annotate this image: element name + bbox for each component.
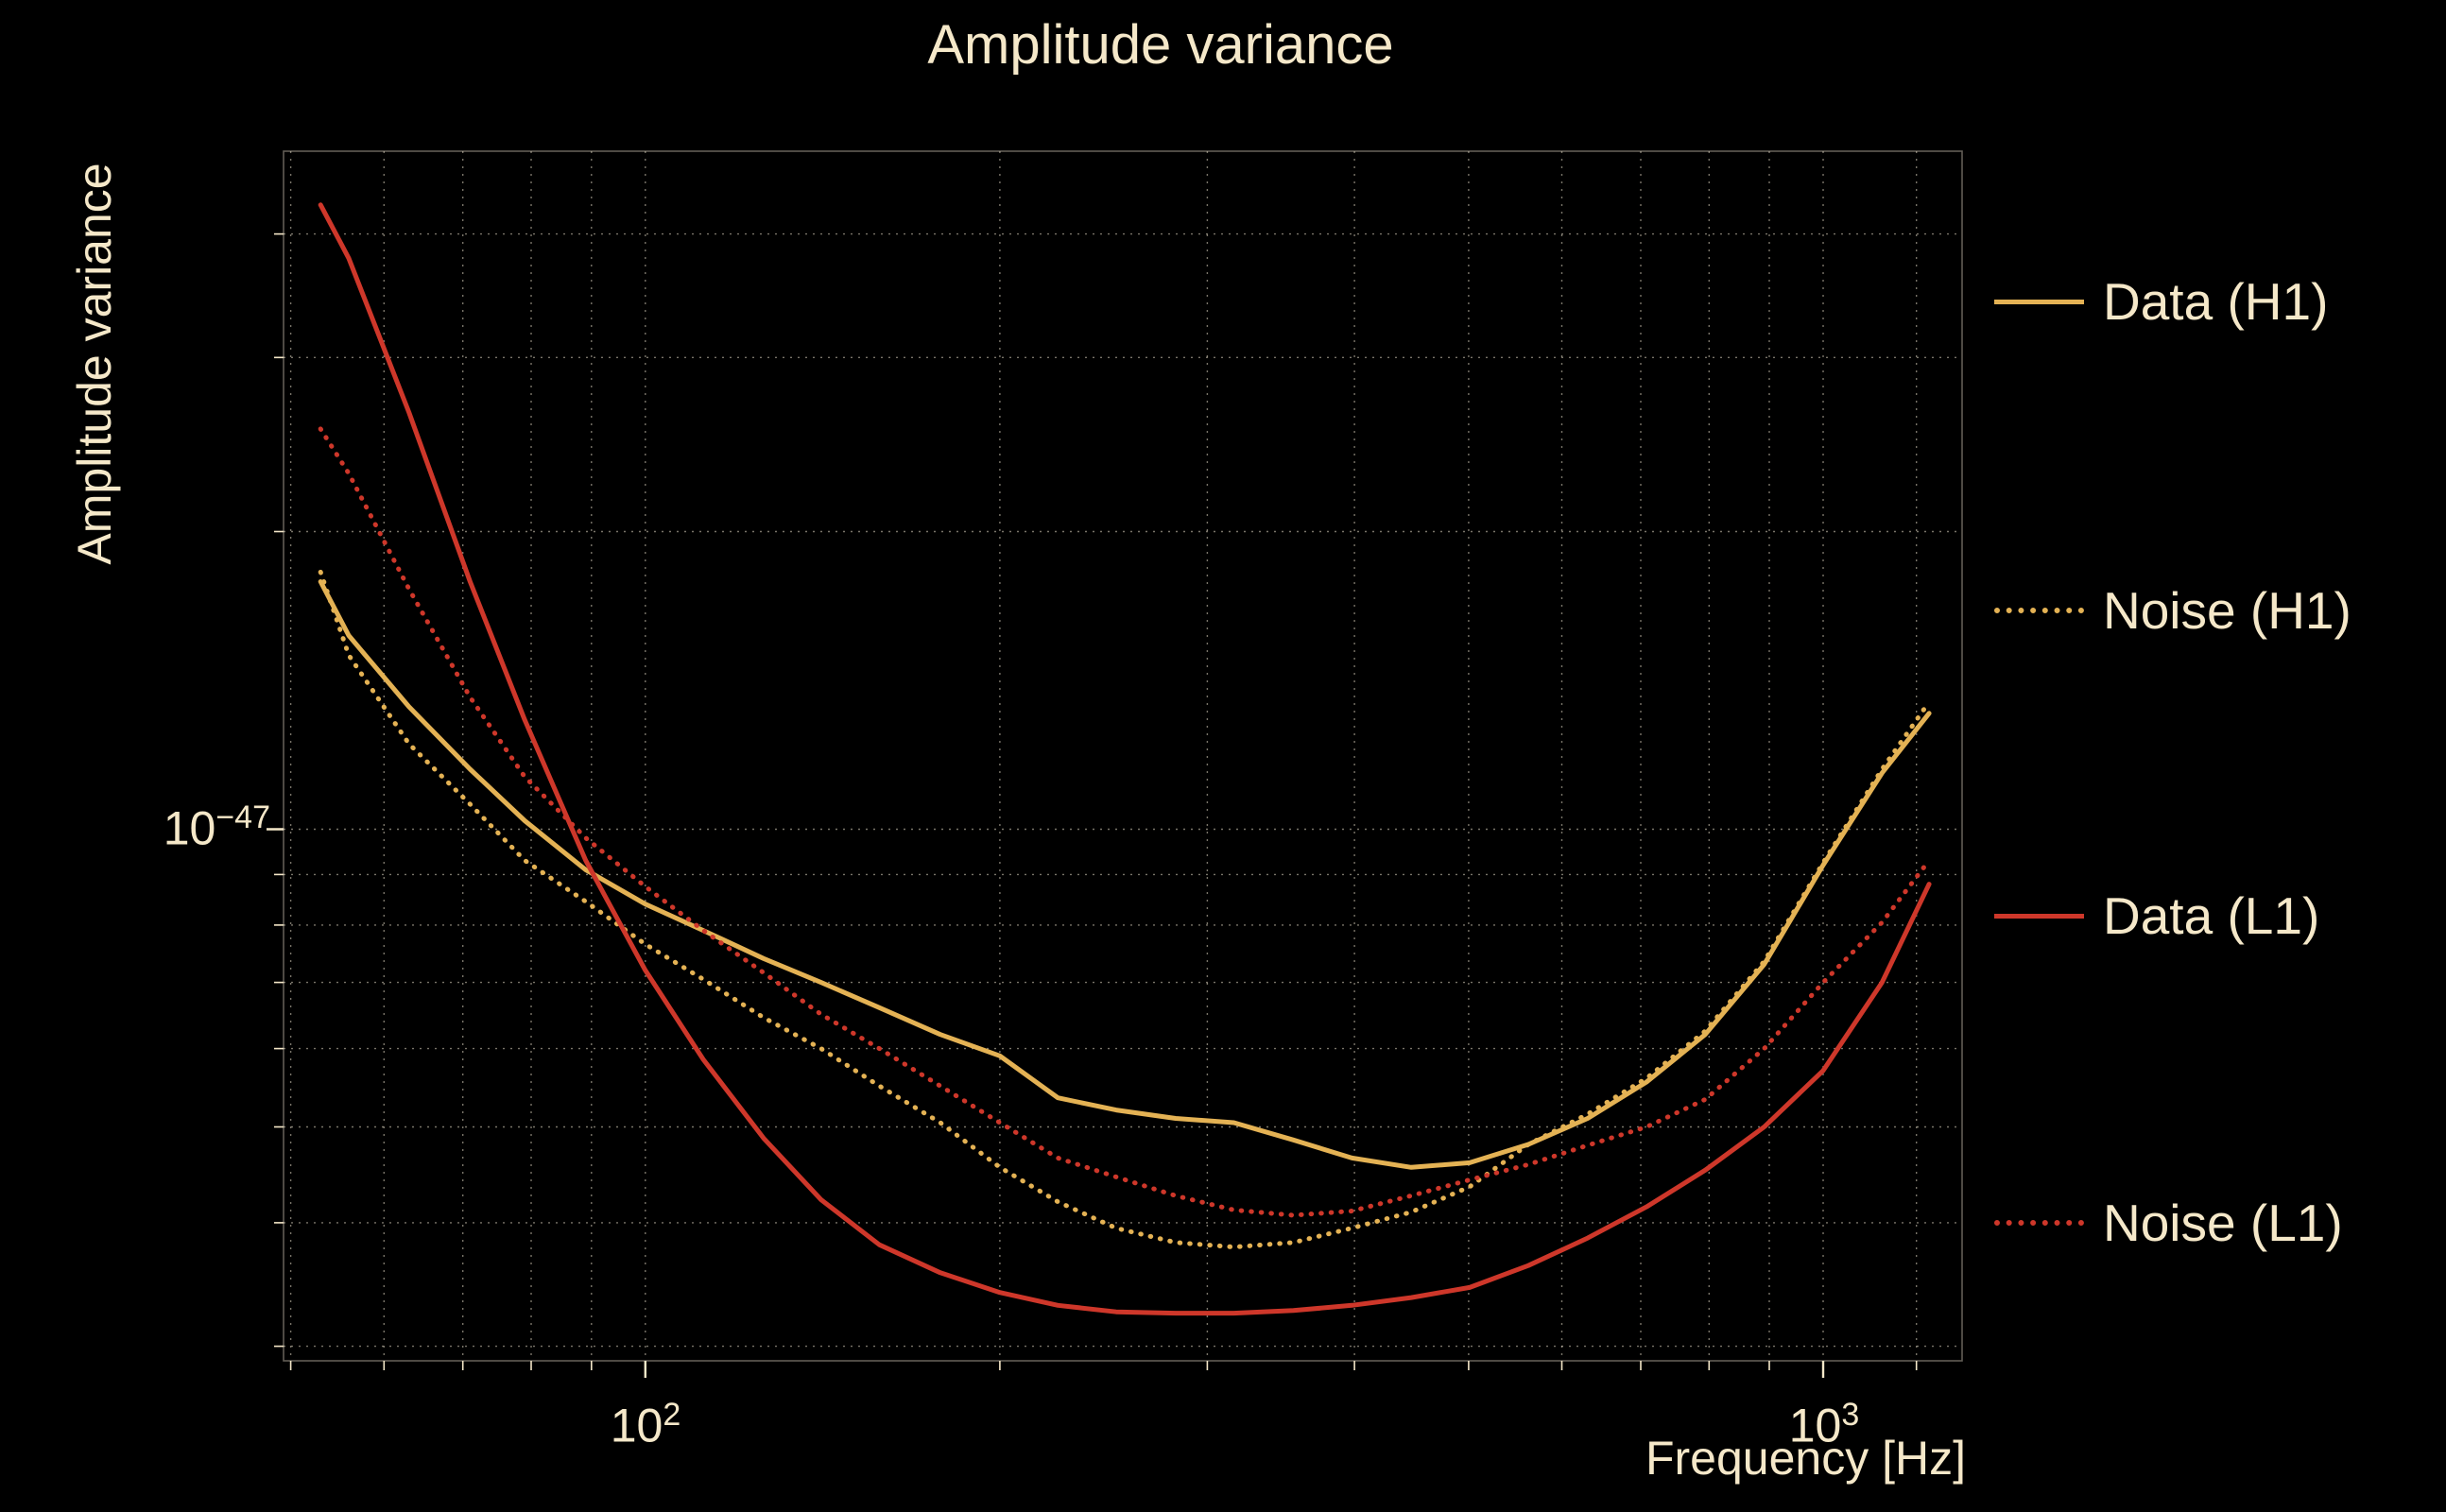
- plot-area: [267, 150, 1963, 1378]
- x-tick-label-1000: 103: [1788, 1397, 1860, 1452]
- legend-item-noise-l1: Noise (L1): [1994, 1194, 2343, 1252]
- legend-item-noise-h1: Noise (H1): [1994, 581, 2351, 640]
- legend-label-data-l1: Data (L1): [2103, 886, 2320, 945]
- legend-item-data-h1: Data (H1): [1994, 272, 2328, 331]
- legend-sample-noise-l1: [1994, 1220, 2084, 1226]
- legend-label-noise-l1: Noise (L1): [2103, 1194, 2343, 1252]
- legend-label-noise-h1: Noise (H1): [2103, 581, 2351, 640]
- legend-sample-data-l1: [1994, 913, 2084, 919]
- legend: Data (H1) Noise (H1) Data (L1) Noise (L1…: [1994, 0, 2438, 1512]
- series-line-0: [318, 579, 1932, 1170]
- legend-item-data-l1: Data (L1): [1994, 886, 2319, 945]
- chart-title: Amplitude variance: [927, 14, 1394, 76]
- legend-sample-noise-h1: [1994, 608, 2084, 613]
- series-line-2: [318, 202, 1932, 1316]
- y-tick-label-1e-47: 10−47: [163, 799, 270, 855]
- x-tick-label-100: 102: [610, 1397, 681, 1452]
- series-line-3: [318, 426, 1932, 1218]
- legend-sample-data-h1: [1994, 299, 2084, 304]
- y-axis-label: Amplitude variance: [68, 163, 121, 565]
- chart-canvas: [267, 150, 1963, 1378]
- x-axis-label: Frequency [Hz]: [1645, 1432, 1966, 1485]
- legend-label-data-h1: Data (H1): [2103, 272, 2329, 331]
- series-line-1: [318, 569, 1932, 1250]
